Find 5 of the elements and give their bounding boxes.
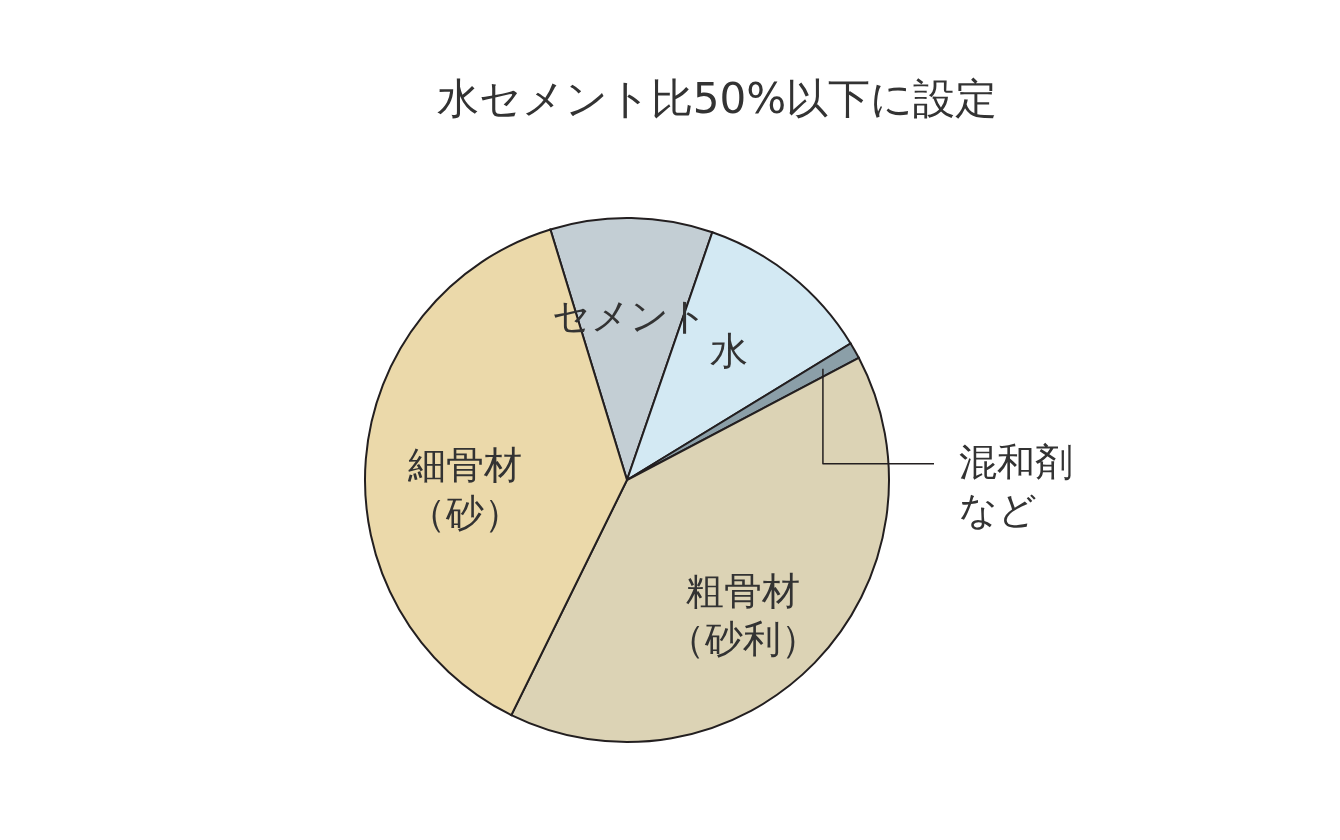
slice-label: 混和剤など xyxy=(959,439,1073,532)
text: 水セメント比50%以下に設定 xyxy=(436,74,998,123)
slice-label: 水 xyxy=(709,329,748,374)
slice-label: 粗骨材（砂利） xyxy=(667,569,820,662)
slice-label: 細骨材（砂） xyxy=(407,442,523,535)
